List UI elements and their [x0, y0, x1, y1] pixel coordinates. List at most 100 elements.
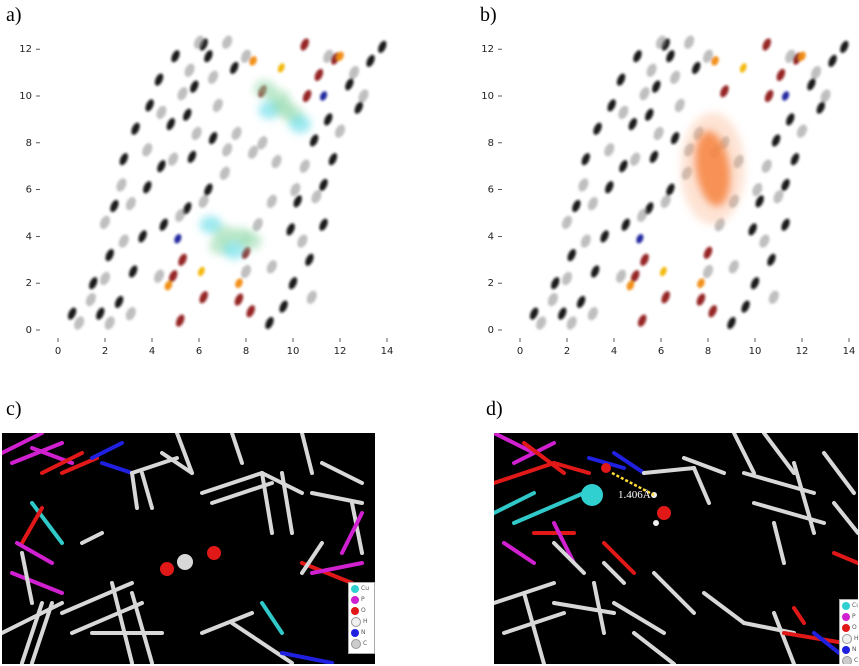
bond [300, 541, 324, 575]
bond [494, 461, 556, 485]
legend-item-o: O [349, 605, 374, 616]
density-blob [154, 269, 165, 283]
bond [260, 471, 274, 535]
density-blob [637, 208, 648, 222]
density-blob [222, 35, 233, 49]
x-tick-label: 0 [55, 346, 61, 357]
bond [494, 433, 536, 455]
density-blob [561, 215, 573, 229]
density-blob [175, 208, 186, 222]
density-blob [580, 234, 591, 248]
density-blob [639, 87, 650, 101]
density-blob [776, 68, 786, 82]
bond [752, 501, 826, 525]
bond [340, 511, 364, 555]
bond [702, 591, 746, 625]
y-tick-label: 0 [488, 325, 494, 336]
bond [692, 466, 711, 505]
density-blob [752, 182, 763, 197]
density-blob [636, 234, 644, 244]
density-blob [314, 68, 324, 82]
bond [772, 521, 786, 565]
density-blob [692, 61, 701, 74]
density-blob [755, 195, 764, 208]
bond [200, 611, 254, 635]
density-blob [246, 305, 255, 318]
bond [782, 631, 846, 645]
density-blob [297, 234, 308, 248]
bond [230, 433, 244, 465]
density-blob [125, 197, 136, 211]
bond [280, 651, 334, 664]
bond [350, 501, 364, 555]
density-blob [234, 293, 244, 306]
bond [552, 601, 616, 615]
y-tick-label: 8 [26, 138, 32, 149]
legend-item-c: C [349, 638, 374, 649]
bond [300, 433, 314, 475]
density-blob [630, 152, 641, 166]
x-tick-label: 6 [196, 346, 202, 357]
density-blob [168, 152, 179, 166]
density-blob [655, 35, 667, 49]
density-blob [183, 108, 192, 121]
atom-sphere [657, 506, 671, 520]
bond [732, 433, 756, 475]
density-blob [840, 40, 849, 53]
y-tick-label: 12 [20, 44, 32, 55]
bond [832, 501, 858, 535]
density-blob [252, 218, 263, 232]
density-blob [645, 202, 654, 215]
bond [110, 581, 134, 664]
density-blob [231, 126, 242, 141]
panel-label-c: c) [6, 398, 22, 420]
density-blob [116, 178, 127, 192]
density-blob [796, 124, 808, 138]
legend-item-p: P [840, 611, 858, 622]
density-blob [166, 118, 175, 131]
density-blob [248, 145, 259, 159]
bond [612, 601, 666, 635]
bond [552, 521, 576, 565]
bond [612, 451, 646, 475]
density-blob [277, 63, 285, 73]
density-blob [96, 307, 105, 320]
density-blob [288, 277, 298, 290]
x-tick-label: 14 [843, 346, 856, 357]
x-tick-label: 6 [658, 346, 664, 357]
panel-label-b: b) [480, 4, 497, 26]
density-blob [230, 61, 239, 74]
density-blob [811, 65, 822, 80]
density-blob [637, 314, 647, 327]
density-blob [89, 277, 98, 290]
density-blob [177, 87, 188, 101]
density-blob [271, 154, 282, 169]
bond [60, 456, 99, 475]
density-blob [204, 183, 213, 196]
bond [30, 601, 54, 664]
legend-item-p: P [349, 594, 374, 605]
density-blob [306, 290, 317, 304]
density-blob [626, 280, 635, 291]
bond [70, 601, 144, 635]
legend-item-c: C [840, 655, 858, 664]
density-blob [591, 265, 600, 278]
co2-atom [160, 562, 174, 576]
bond [652, 571, 696, 615]
bond [792, 461, 816, 535]
density-blob [587, 197, 598, 211]
density-blob [334, 124, 346, 138]
density-blob [653, 126, 664, 141]
density-blob [222, 143, 233, 157]
bond [30, 501, 64, 545]
density-blob [670, 132, 680, 145]
co2-density-cloud [223, 241, 246, 260]
x-tick-label: 12 [334, 346, 347, 357]
legend-item-cu: Cu [349, 583, 374, 594]
bond [792, 606, 806, 625]
bond [522, 441, 566, 475]
density-blob [741, 300, 750, 313]
density-blob [790, 153, 800, 166]
density-blob [727, 316, 736, 330]
density-blob [67, 307, 77, 320]
